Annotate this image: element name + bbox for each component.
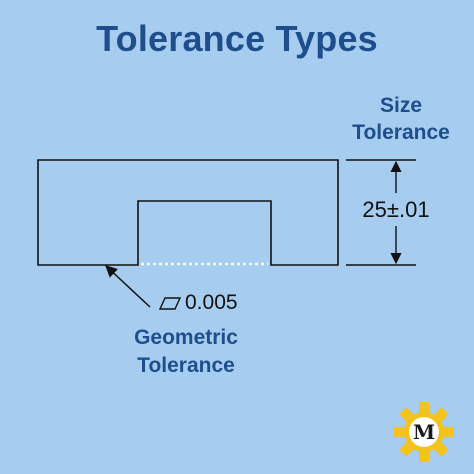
gear-logo: M xyxy=(394,402,454,462)
size-tolerance-line2: Tolerance xyxy=(352,121,450,144)
parallelogram-icon xyxy=(158,297,182,310)
part-outline xyxy=(37,159,339,266)
geometric-tolerance-label: Geometric Tolerance xyxy=(100,324,272,380)
logo-letter: M xyxy=(413,420,435,444)
size-tolerance-label: Size Tolerance xyxy=(346,92,456,146)
geometric-tolerance-line1: Geometric xyxy=(134,326,238,349)
geometric-tolerance-line2: Tolerance xyxy=(137,354,235,377)
page-title: Tolerance Types xyxy=(96,18,378,59)
leader-arrow xyxy=(105,265,151,308)
size-dimension-value: 25±.01 xyxy=(362,197,429,222)
size-tolerance-line1: Size xyxy=(379,94,423,117)
geometric-tolerance-value: 0.005 xyxy=(185,291,238,314)
